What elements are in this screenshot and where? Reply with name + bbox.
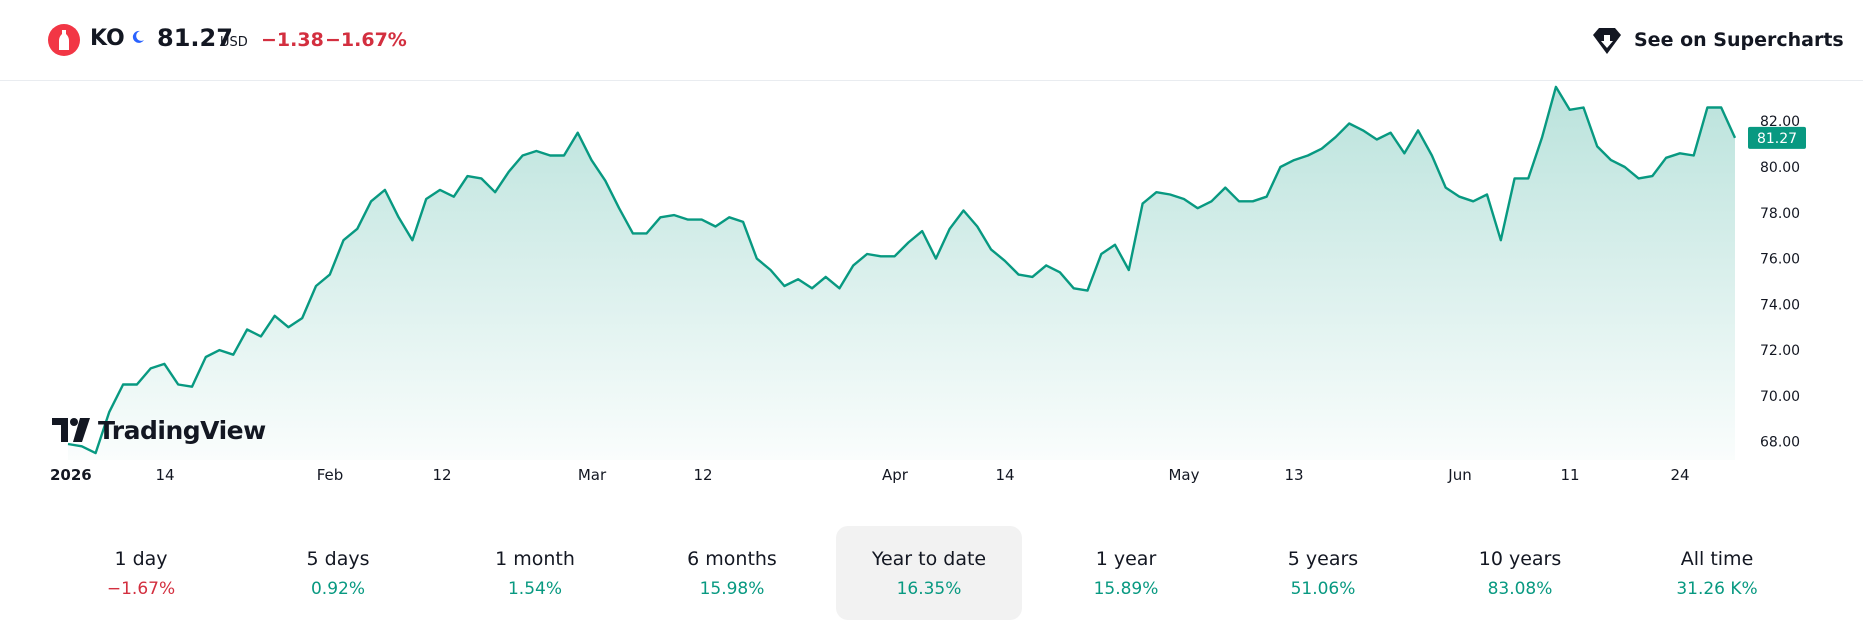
x-tick-label: 12: [432, 466, 451, 484]
x-tick-label: 14: [995, 466, 1014, 484]
last-price-label: 81.27: [1748, 126, 1806, 149]
period-change: 16.35%: [896, 579, 962, 599]
supercharts-label: See on Supercharts: [1634, 29, 1844, 51]
y-tick-label: 70.00: [1760, 389, 1800, 405]
price-area-fill: [68, 86, 1735, 461]
y-tick-label: 80.00: [1760, 160, 1800, 176]
period-change: 15.98%: [699, 579, 765, 599]
performance-periods: 1 day −1.67% 5 days 0.92% 1 month 1.54% 6 mont…: [48, 526, 1814, 620]
period-label: 1 day: [114, 548, 168, 570]
x-tick-label: 13: [1284, 466, 1303, 484]
price-chart[interactable]: 68.00 70.00 72.00 74.00 76.00 78.00 80.00 82.00…: [0, 80, 1863, 500]
y-tick-label: 68.00: [1760, 435, 1800, 451]
current-price: 81.27: [157, 24, 233, 52]
period-change: 15.89%: [1093, 579, 1159, 599]
y-tick-label: 72.00: [1760, 343, 1800, 359]
period-label: All time: [1680, 548, 1754, 570]
period-change: 1.54%: [507, 579, 562, 599]
x-tick-label: 2026: [50, 466, 92, 484]
price-change: −1.38: [261, 29, 324, 51]
price-axis: 68.00 70.00 72.00 74.00 76.00 78.00 80.00 82.00: [1760, 114, 1800, 450]
period-tab-6-months[interactable]: 6 months 15.98%: [639, 526, 825, 620]
period-tab-all-time[interactable]: All time 31.26 K%: [1624, 526, 1810, 620]
x-tick-label: Jun: [1447, 466, 1471, 484]
price-line: [67, 85, 1737, 455]
supercharts-icon: [1593, 28, 1621, 54]
period-tab-1-year[interactable]: 1 year 15.89%: [1033, 526, 1219, 620]
price-change-percent: −1.67%: [325, 29, 407, 51]
period-label: 1 year: [1095, 548, 1157, 570]
x-tick-label: 24: [1670, 466, 1689, 484]
tradingview-text: TradingView: [98, 416, 266, 445]
time-axis: 2026 14 Feb 12 Mar 12 Apr 14 May 13 Jun 11 24: [50, 466, 1690, 484]
period-tab-5-years[interactable]: 5 years 51.06%: [1230, 526, 1416, 620]
x-tick-label: May: [1168, 466, 1199, 484]
period-tab-year-to-date[interactable]: Year to date 16.35%: [836, 526, 1022, 620]
symbol-header: KO 81.27 USD −1.38 −1.67% See on Superch…: [0, 0, 1863, 81]
period-change: 0.92%: [310, 579, 365, 599]
symbol-ticker[interactable]: KO: [90, 26, 125, 51]
currency-label: USD: [220, 35, 248, 50]
coca-cola-logo-icon: [48, 24, 80, 56]
x-tick-label: Mar: [578, 466, 607, 484]
x-tick-label: 11: [1560, 466, 1579, 484]
period-label: 5 years: [1287, 548, 1359, 570]
moon-icon: [132, 30, 144, 43]
last-price-badge: [1748, 126, 1806, 149]
period-tab-1-month[interactable]: 1 month 1.54%: [442, 526, 628, 620]
y-tick-label: 78.00: [1760, 206, 1800, 222]
period-change: 51.06%: [1290, 579, 1356, 599]
last-price-text: 81.27: [1757, 131, 1797, 147]
x-tick-label: Feb: [317, 466, 344, 484]
x-tick-label: 12: [693, 466, 712, 484]
x-tick-label: Apr: [882, 466, 909, 484]
period-label: 5 days: [306, 548, 370, 570]
tradingview-logo-icon: [52, 418, 90, 442]
period-label: 6 months: [687, 548, 777, 570]
period-tab-1-day[interactable]: 1 day −1.67%: [48, 526, 234, 620]
y-tick-label: 74.00: [1760, 297, 1800, 313]
period-label: Year to date: [871, 548, 987, 570]
y-tick-label: 76.00: [1760, 252, 1800, 268]
y-tick-label: 82.00: [1760, 114, 1800, 130]
period-change: 31.26 K%: [1676, 579, 1758, 599]
period-tab-10-years[interactable]: 10 years 83.08%: [1427, 526, 1613, 620]
period-label: 10 years: [1478, 548, 1562, 570]
period-change: 83.08%: [1487, 579, 1553, 599]
x-tick-label: 14: [155, 466, 174, 484]
period-tab-5-days[interactable]: 5 days 0.92%: [245, 526, 431, 620]
period-change: −1.67%: [106, 579, 176, 599]
period-label: 1 month: [495, 548, 575, 570]
